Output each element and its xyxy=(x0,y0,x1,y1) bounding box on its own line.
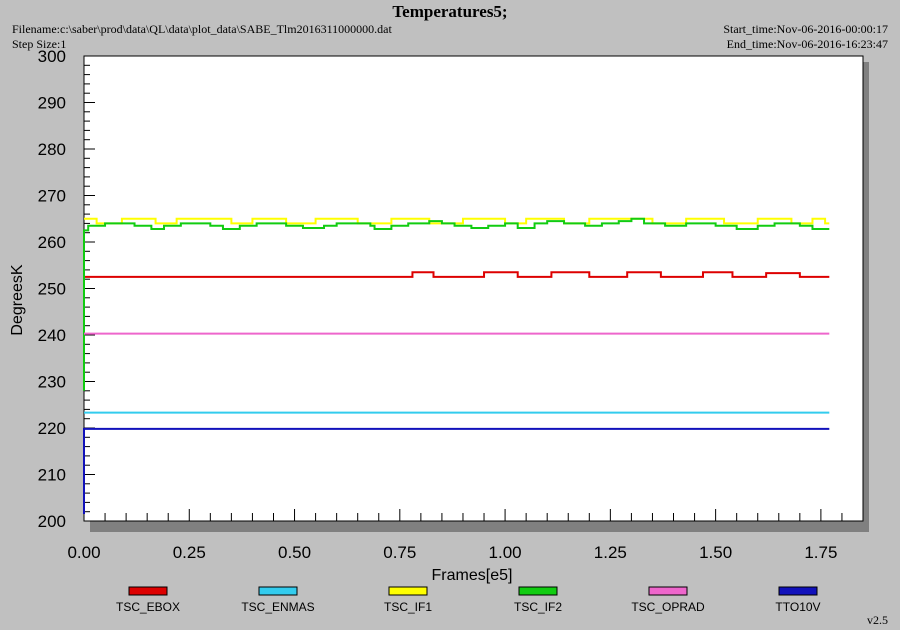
x-tick-label: 1.25 xyxy=(594,543,627,562)
legend-label: TSC_IF1 xyxy=(384,600,432,614)
x-axis: 0.00 0.25 0.50 0.75 1.00 1.25 1.50 1.75 xyxy=(67,509,864,562)
legend-swatch xyxy=(258,586,298,596)
y-tick-label: 250 xyxy=(38,280,66,299)
series-group xyxy=(83,217,830,515)
y-axis: 300 290 280 270 260 250 240 230 220 210 200 xyxy=(38,47,95,531)
plot-area xyxy=(83,55,864,522)
x-tick-label: 1.00 xyxy=(489,543,522,562)
end-time-label: End_time:Nov-06-2016-16:23:47 xyxy=(726,37,888,51)
x-tick-label: 1.75 xyxy=(804,543,837,562)
y-tick-label: 300 xyxy=(38,47,66,66)
legend-label: TSC_ENMAS xyxy=(241,600,314,614)
x-tick-label: 0.25 xyxy=(173,543,206,562)
series-line-tsc-ebox xyxy=(84,271,830,278)
legend: TSC_EBOX TSC_ENMAS TSC_IF1 TSC_IF2 TSC_OPRAD… xyxy=(116,586,821,614)
x-tick-label: 0.00 xyxy=(67,543,100,562)
legend-swatch xyxy=(518,586,558,596)
legend-label: TTO10V xyxy=(775,600,820,614)
step-size-label: Step Size:1 xyxy=(12,37,67,51)
series-line-tto10v xyxy=(83,427,830,515)
y-tick-label: 240 xyxy=(38,326,66,345)
y-tick-label: 230 xyxy=(38,373,66,392)
legend-label: TSC_EBOX xyxy=(116,600,180,614)
series-line-tsc-if2 xyxy=(83,217,830,391)
legend-label: TSC_IF2 xyxy=(514,600,562,614)
x-tick-label: 0.50 xyxy=(278,543,311,562)
y-tick-label: 280 xyxy=(38,140,66,159)
filename-label: Filename:c:\saber\prod\data\QL\data\plot… xyxy=(12,22,392,36)
legend-swatch xyxy=(778,586,818,596)
legend-swatch xyxy=(128,586,168,596)
legend-swatch xyxy=(648,586,688,596)
chart-title: Temperatures5; xyxy=(392,2,508,21)
y-axis-label: DegreesK xyxy=(9,264,26,335)
x-tick-label: 0.75 xyxy=(383,543,416,562)
x-axis-label: Frames[e5] xyxy=(432,567,513,584)
y-tick-label: 260 xyxy=(38,233,66,252)
y-tick-label: 200 xyxy=(38,512,66,531)
x-tick-label: 1.50 xyxy=(699,543,732,562)
y-tick-label: 220 xyxy=(38,419,66,438)
version-label: v2.5 xyxy=(867,613,888,627)
series-line-tsc-if1 xyxy=(84,217,830,225)
y-tick-label: 210 xyxy=(38,466,66,485)
legend-swatch xyxy=(388,586,428,596)
y-tick-label: 270 xyxy=(38,187,66,206)
y-tick-label: 290 xyxy=(38,94,66,113)
legend-label: TSC_OPRAD xyxy=(631,600,705,614)
start-time-label: Start_time:Nov-06-2016-00:00:17 xyxy=(723,22,888,36)
